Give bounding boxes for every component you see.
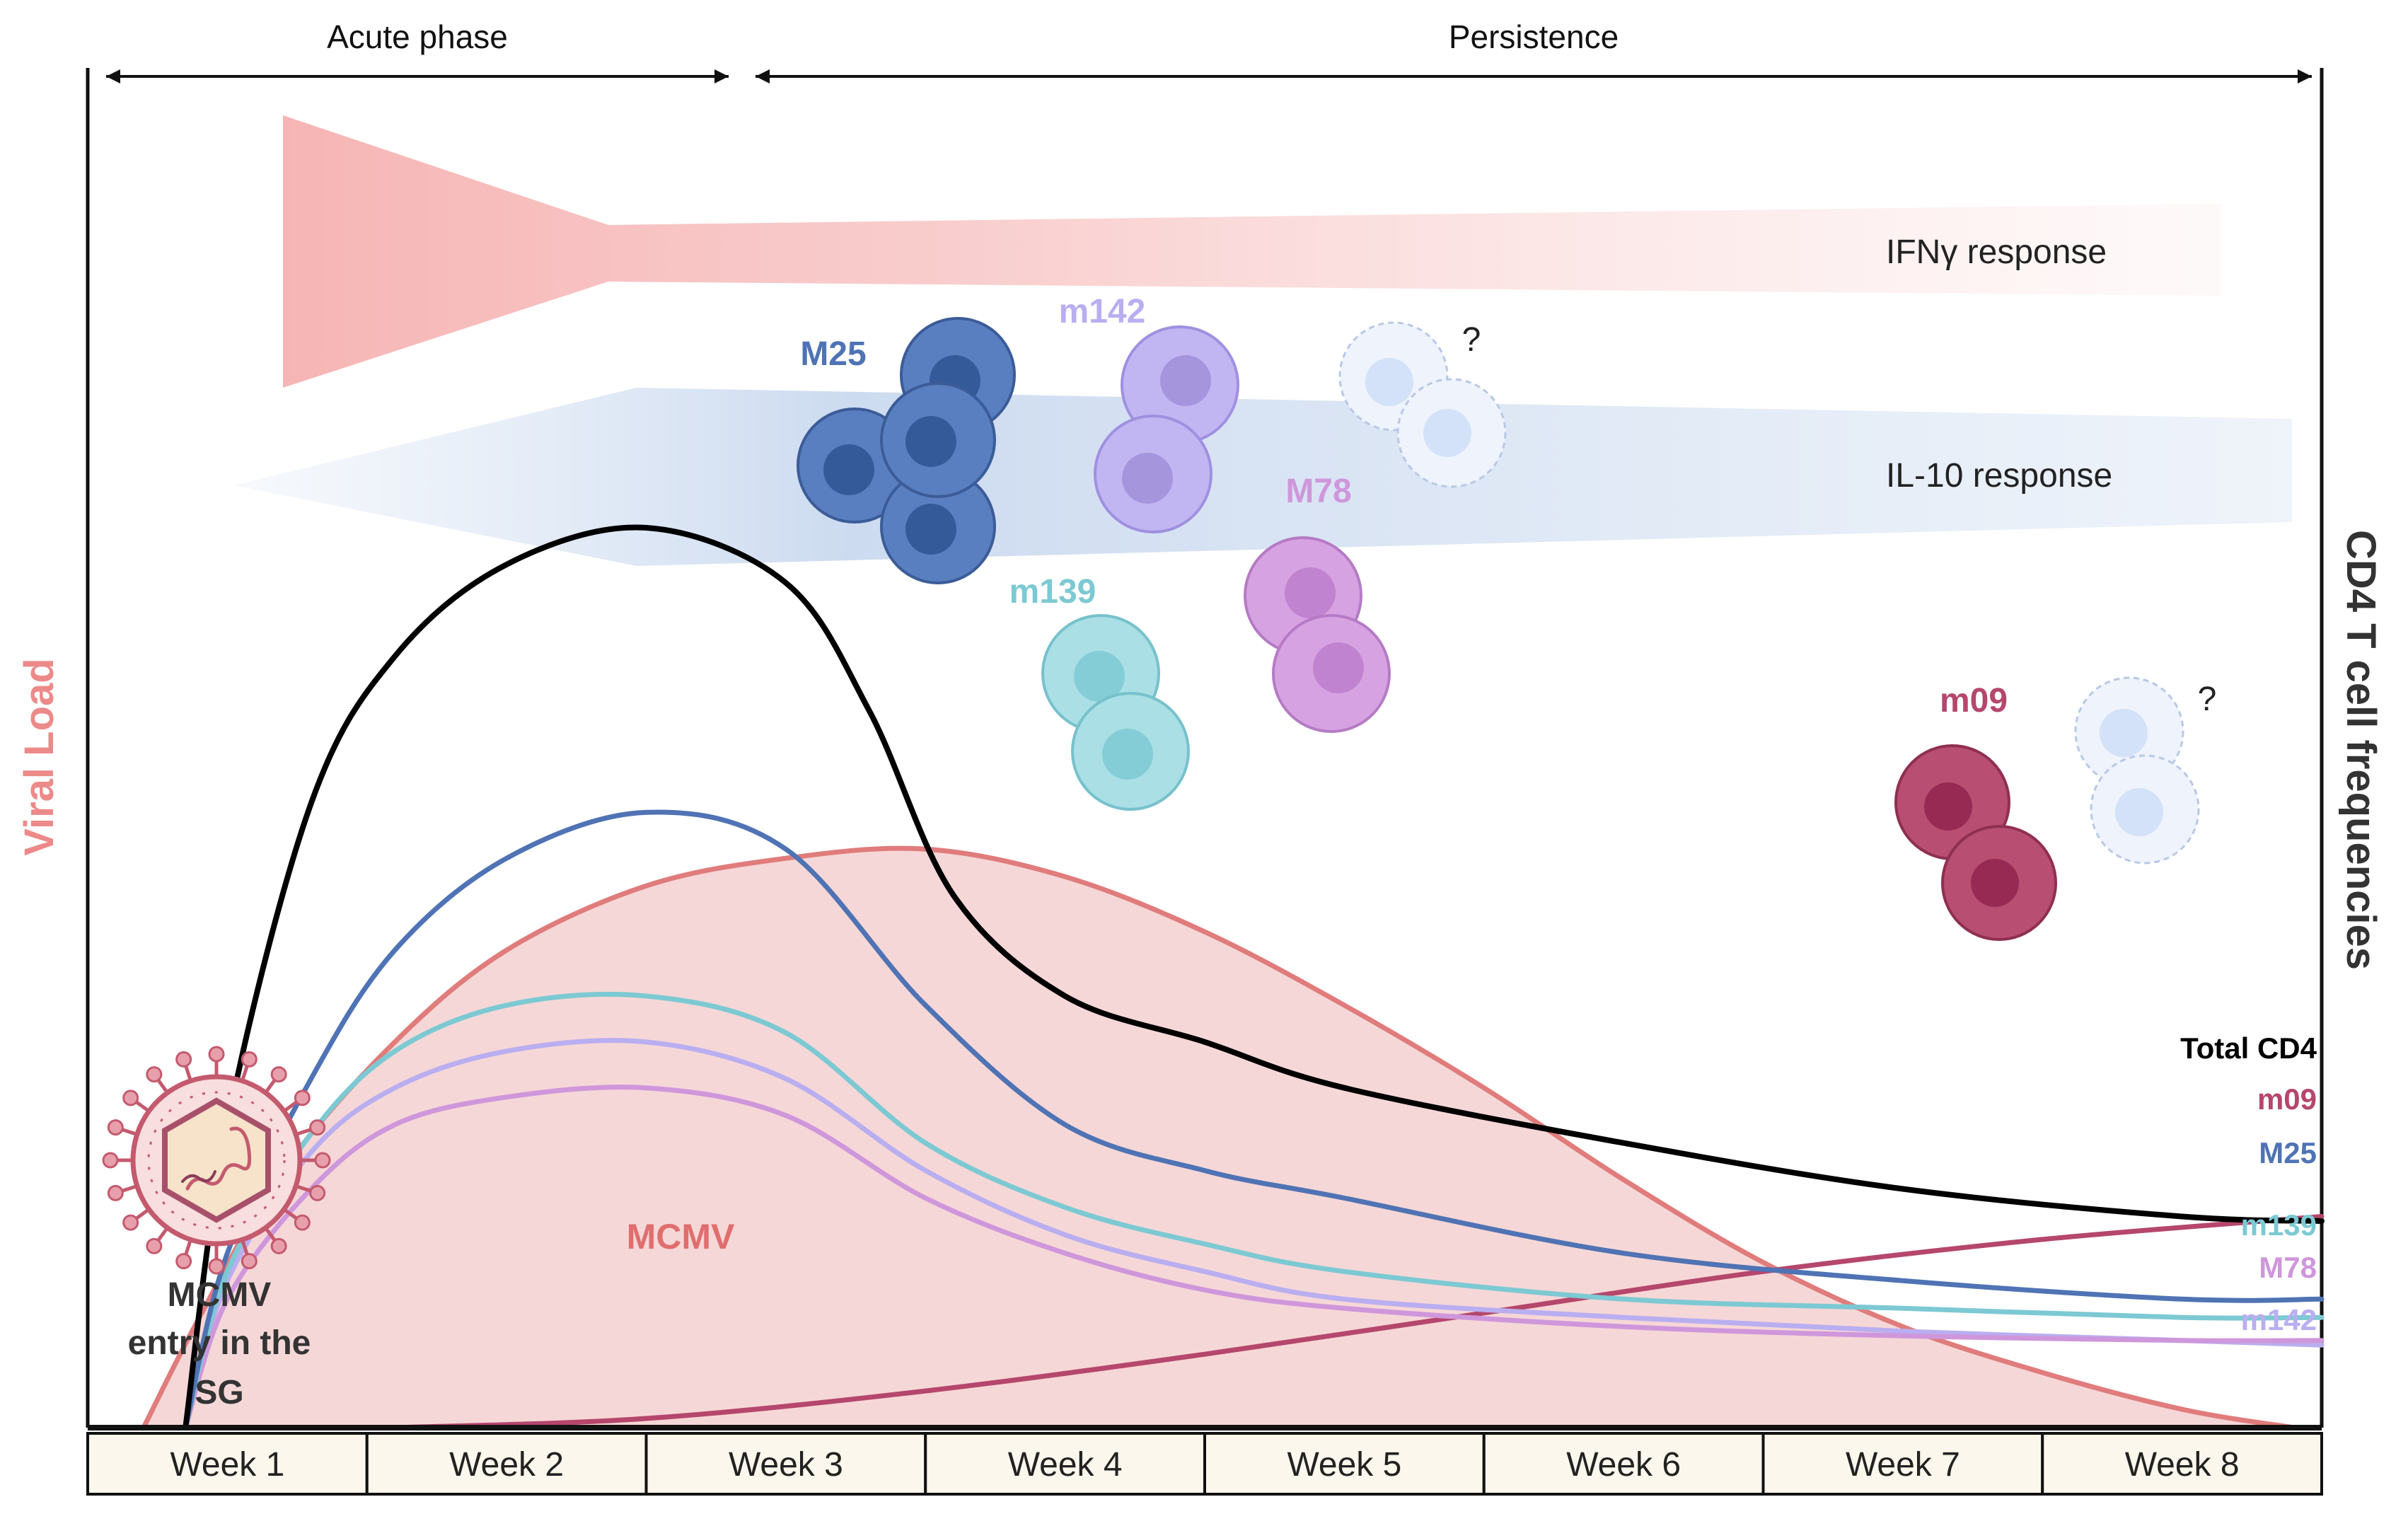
label-m25-cells: M25 xyxy=(800,335,866,373)
label-m139-cells: m139 xyxy=(1009,573,1096,611)
week-axis: Week 1 Week 2 Week 3 Week 4 Week 5 Week 6 Week… xyxy=(86,1425,2323,1496)
virus-spike-tip xyxy=(294,1089,311,1106)
week-label: Week 6 xyxy=(1566,1446,1681,1484)
label-m78-line: M78 xyxy=(2259,1251,2317,1284)
virus-spike-tip xyxy=(102,1152,119,1169)
label-m25-line: M25 xyxy=(2259,1136,2317,1169)
virus-spike-tip xyxy=(146,1066,163,1083)
mcmv-entry-line-2: entry in the xyxy=(128,1324,311,1362)
week-cell xyxy=(1203,1432,1486,1496)
virus-spike-tip xyxy=(122,1089,139,1106)
series-mcmv-area xyxy=(143,848,2294,1428)
virus-spike-tip xyxy=(107,1119,124,1136)
virus-spike-tip xyxy=(208,1258,225,1275)
week-cell xyxy=(86,1432,369,1496)
plot-area xyxy=(141,524,2325,1430)
label-m142-cells: m142 xyxy=(1059,293,1146,330)
unknown-cell-cluster-right xyxy=(2074,676,2200,865)
week-cell xyxy=(1761,1432,2044,1496)
virus-spike-tip xyxy=(175,1051,192,1068)
m139-cell-cluster xyxy=(1041,614,1190,811)
persistence-label: Persistence xyxy=(1449,18,1619,55)
label-m78-cells: M78 xyxy=(1285,473,1351,510)
label-m09-cells: m09 xyxy=(1940,682,2008,719)
series-m139-line xyxy=(183,991,2325,1430)
week-label: Week 3 xyxy=(729,1446,843,1484)
m78-cell-cluster xyxy=(1244,536,1391,733)
week-label: Week 2 xyxy=(449,1446,564,1484)
virus-spike-tip xyxy=(208,1046,225,1063)
series-total-line xyxy=(183,524,2325,1430)
il10-response-label: IL-10 response xyxy=(1886,457,2112,495)
ifng-response-label: IFNγ response xyxy=(1886,233,2107,271)
label-m139-line: m139 xyxy=(2241,1208,2317,1242)
week-label: Week 5 xyxy=(1287,1446,1401,1484)
week-label: Week 8 xyxy=(2125,1446,2240,1484)
virus-spike-tip xyxy=(175,1253,192,1270)
week-cell xyxy=(2041,1432,2323,1496)
question-mark-top: ? xyxy=(1462,321,1481,359)
m25-cell-cluster xyxy=(797,317,1016,584)
virus-spike-tip xyxy=(241,1253,257,1270)
label-total-cd4: Total CD4 xyxy=(2180,1031,2317,1065)
mcmv-entry-line-1: MCMV xyxy=(168,1276,272,1314)
m142-cell-cluster xyxy=(1094,325,1239,533)
mcmv-entry-line-3: SG xyxy=(195,1374,243,1411)
virus-spike-tip xyxy=(294,1214,311,1231)
unknown-cell-cluster-top xyxy=(1338,321,1507,488)
week-label: Week 7 xyxy=(1846,1446,1960,1484)
viral-load-axis-label: Viral Load xyxy=(16,658,62,855)
virus-spike-tip xyxy=(314,1152,331,1169)
label-m09-line: m09 xyxy=(2257,1082,2317,1116)
series-m25-line xyxy=(183,809,2325,1430)
label-m142-line: m142 xyxy=(2241,1303,2317,1336)
virus-spike-tip xyxy=(107,1184,124,1201)
week-label: Week 4 xyxy=(1008,1446,1123,1484)
virus-spike-tip xyxy=(146,1237,163,1254)
question-mark-right: ? xyxy=(2198,681,2217,718)
virus-spike-tip xyxy=(122,1214,139,1231)
series-m09-line xyxy=(392,1214,2325,1430)
mcmv-virus-icon xyxy=(102,1046,331,1275)
week-cell xyxy=(924,1432,1206,1496)
cd4-frequencies-axis-label: CD4 T cell frequencies xyxy=(2338,530,2384,970)
il10-response-band xyxy=(233,388,2292,566)
virus-spike-tip xyxy=(270,1237,287,1254)
virus-spike-tip xyxy=(309,1119,326,1136)
week-cell xyxy=(1482,1432,1765,1496)
virus-spike-tip xyxy=(309,1184,326,1201)
m09-cell-cluster xyxy=(1894,744,2057,941)
series-mcmv-line xyxy=(141,845,2296,1430)
series-m78-line xyxy=(183,1085,2325,1430)
mcmv-area-label: MCMV xyxy=(627,1217,735,1256)
series-m142-line xyxy=(183,1038,2325,1430)
week-label: Week 1 xyxy=(170,1446,284,1484)
ifng-response-band xyxy=(283,115,2221,388)
acute-phase-label: Acute phase xyxy=(327,18,508,55)
virus-spike-tip xyxy=(270,1066,287,1083)
virus-spike-tip xyxy=(241,1051,257,1068)
